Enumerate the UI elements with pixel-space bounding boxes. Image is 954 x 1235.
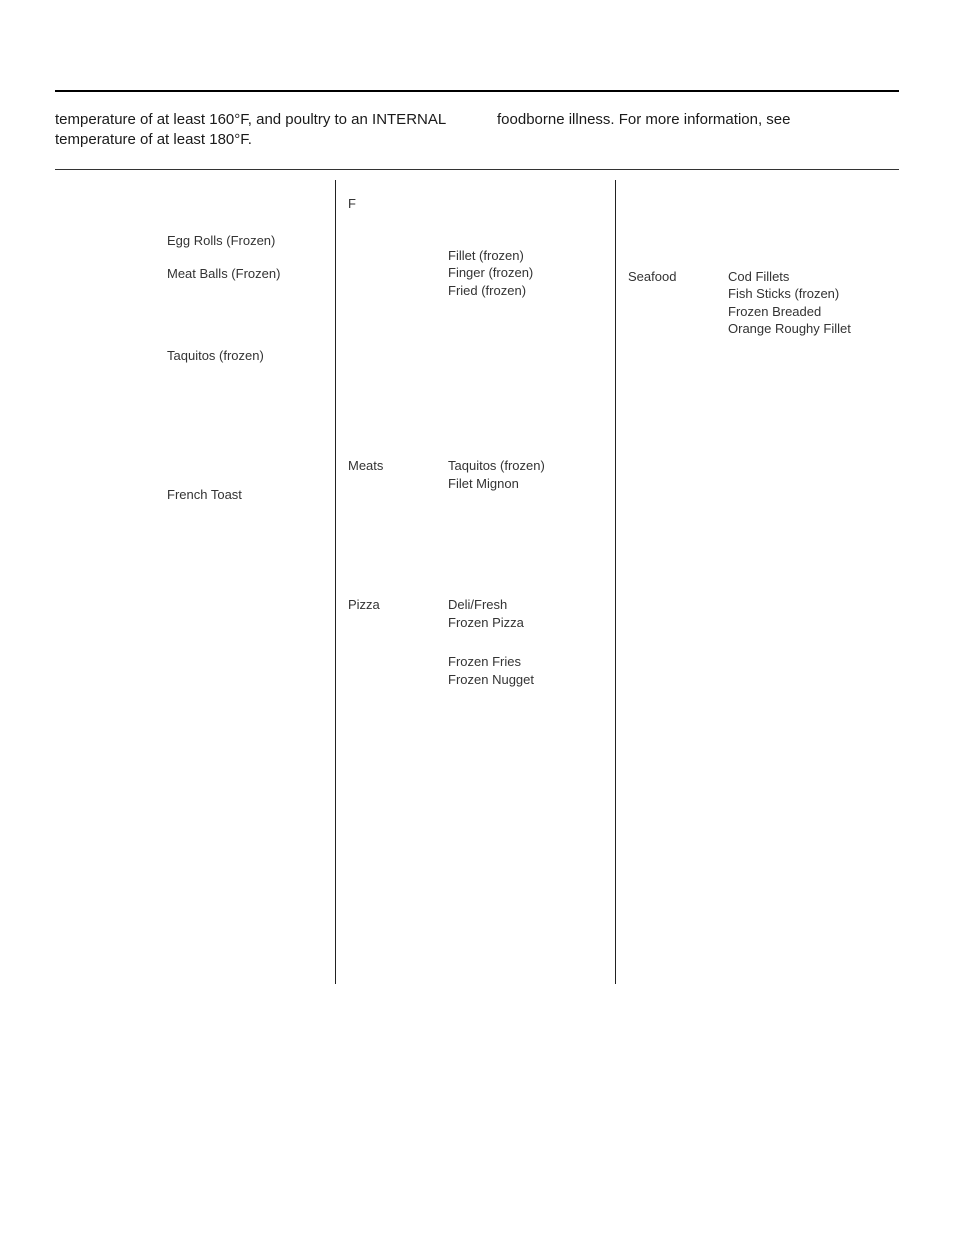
food-group: MeatsTaquitos (frozen)Filet Mignon (348, 457, 599, 492)
intro-left: temperature of at least 160°F, and poult… (55, 110, 457, 151)
food-item: Meat Balls (Frozen) (167, 265, 319, 283)
intro-block: temperature of at least 160°F, and poult… (55, 110, 899, 151)
food-group: Taquitos (frozen) (67, 347, 319, 365)
food-item: Deli/Fresh (448, 596, 599, 614)
food-item: Frozen Nugget (448, 671, 599, 689)
food-item: Frozen Pizza (448, 614, 599, 632)
table-col-2: F Fillet (frozen)Finger (frozen)Fried (f… (335, 180, 615, 985)
food-items: French Toast (167, 486, 319, 504)
food-category (67, 486, 167, 504)
food-category (67, 232, 167, 250)
intro-right: foodborne illness. For more information,… (497, 110, 899, 151)
food-items: Fillet (frozen)Finger (frozen)Fried (fro… (448, 247, 599, 300)
food-item: French Toast (167, 486, 319, 504)
food-item: Fried (frozen) (448, 282, 599, 300)
food-table: Egg Rolls (Frozen) Meat Balls (Frozen) Taq… (55, 180, 899, 985)
food-item: Fillet (frozen) (448, 247, 599, 265)
food-group: Fillet (frozen)Finger (frozen)Fried (fro… (348, 247, 599, 300)
food-category: Seafood (628, 268, 728, 338)
food-items: Taquitos (frozen)Filet Mignon (448, 457, 599, 492)
intro-left-text: temperature of at least 160°F, and poult… (55, 111, 446, 148)
food-category (67, 265, 167, 283)
separator-rule (55, 169, 899, 170)
food-category: Pizza (348, 596, 448, 631)
food-item: Taquitos (frozen) (448, 457, 599, 475)
food-item: Finger (frozen) (448, 264, 599, 282)
food-group: Meat Balls (Frozen) (67, 265, 319, 283)
food-item: Taquitos (frozen) (167, 347, 319, 365)
food-items: Egg Rolls (Frozen) (167, 232, 319, 250)
food-group: SeafoodCod FilletsFish Sticks (frozen)Fr… (628, 268, 879, 338)
page: { "intro": { "left": "temperature of at … (0, 0, 954, 1235)
food-item: Filet Mignon (448, 475, 599, 493)
food-category: Meats (348, 457, 448, 492)
food-items: Meat Balls (Frozen) (167, 265, 319, 283)
food-category (348, 247, 448, 300)
food-items: Frozen FriesFrozen Nugget (448, 653, 599, 688)
section-letter: F (348, 196, 599, 211)
intro-right-text: foodborne illness. For more information,… (497, 111, 790, 128)
food-items: Deli/FreshFrozen Pizza (448, 596, 599, 631)
top-rule (55, 90, 899, 92)
table-col-3: SeafoodCod FilletsFish Sticks (frozen)Fr… (615, 180, 895, 985)
food-item: Cod Fillets (728, 268, 879, 286)
food-group: Frozen FriesFrozen Nugget (348, 653, 599, 688)
food-item: Fish Sticks (frozen) (728, 285, 879, 303)
food-group: French Toast (67, 486, 319, 504)
food-item: Orange Roughy Fillet (728, 320, 879, 338)
food-category (67, 347, 167, 365)
food-category (348, 653, 448, 688)
food-item: Egg Rolls (Frozen) (167, 232, 319, 250)
food-item: Frozen Breaded (728, 303, 879, 321)
food-group: PizzaDeli/FreshFrozen Pizza (348, 596, 599, 631)
food-items: Cod FilletsFish Sticks (frozen)Frozen Br… (728, 268, 879, 338)
table-col-1: Egg Rolls (Frozen) Meat Balls (Frozen) Taq… (55, 180, 335, 985)
food-item: Frozen Fries (448, 653, 599, 671)
food-items: Taquitos (frozen) (167, 347, 319, 365)
food-group: Egg Rolls (Frozen) (67, 232, 319, 250)
